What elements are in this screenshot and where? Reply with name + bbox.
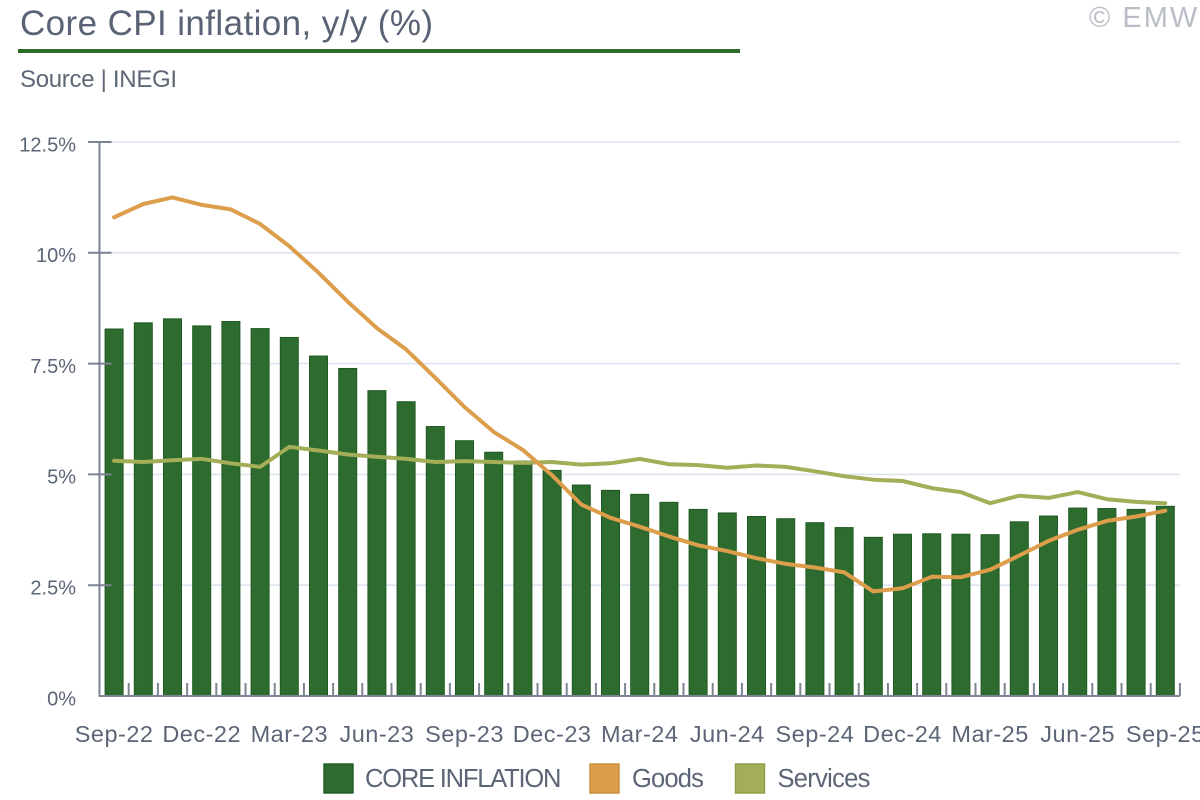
svg-text:Services: Services	[778, 765, 870, 793]
svg-text:Goods: Goods	[632, 765, 703, 793]
svg-text:12.5%: 12.5%	[19, 134, 76, 156]
svg-text:Jun-24: Jun-24	[690, 721, 765, 747]
svg-text:CORE INFLATION: CORE INFLATION	[365, 765, 560, 793]
svg-text:Mar-24: Mar-24	[601, 721, 678, 747]
svg-text:7.5%: 7.5%	[30, 356, 76, 378]
svg-text:10%: 10%	[36, 245, 76, 267]
svg-text:Sep-25: Sep-25	[1126, 721, 1200, 747]
svg-text:Mar-25: Mar-25	[951, 721, 1028, 747]
svg-text:Sep-24: Sep-24	[776, 721, 855, 747]
svg-text:2.5%: 2.5%	[30, 578, 76, 600]
svg-text:Jun-23: Jun-23	[339, 721, 414, 747]
svg-text:5%: 5%	[47, 467, 76, 489]
svg-text:Sep-23: Sep-23	[425, 721, 504, 747]
svg-text:Jun-25: Jun-25	[1040, 721, 1115, 747]
svg-text:Dec-23: Dec-23	[513, 721, 592, 747]
svg-text:Dec-22: Dec-22	[162, 721, 241, 747]
svg-text:0%: 0%	[47, 688, 76, 710]
svg-text:Mar-23: Mar-23	[251, 721, 328, 747]
svg-text:Dec-24: Dec-24	[863, 721, 942, 747]
svg-text:Sep-22: Sep-22	[75, 721, 154, 747]
